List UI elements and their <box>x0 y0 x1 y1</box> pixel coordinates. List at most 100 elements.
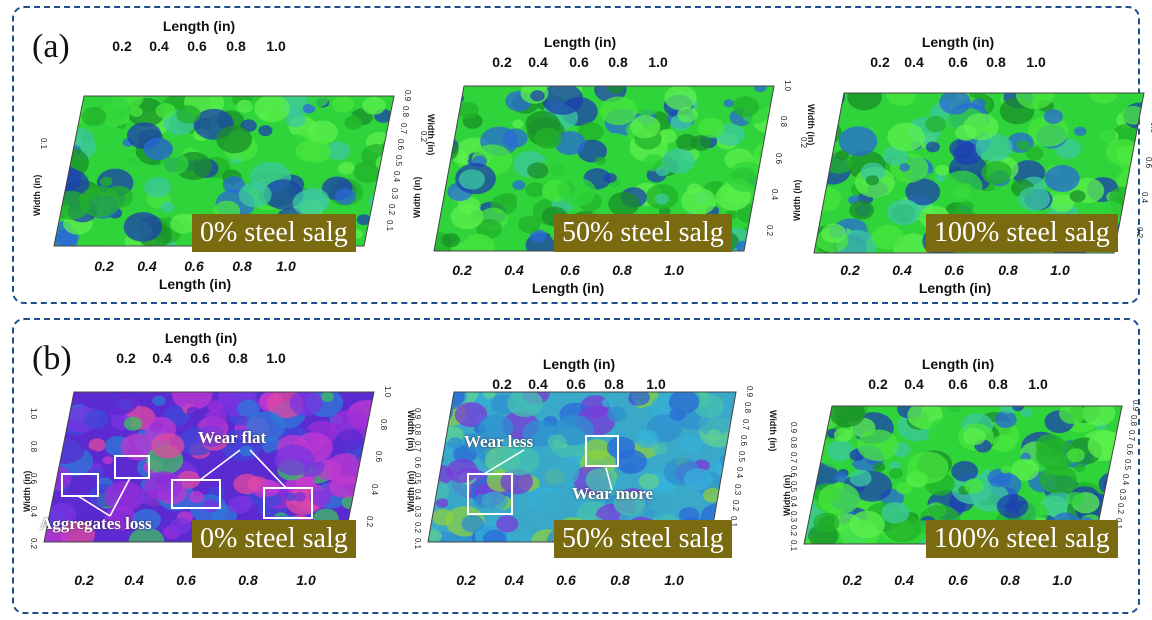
surface-texture <box>628 392 650 406</box>
surface-texture <box>236 99 254 113</box>
surface-texture <box>1043 109 1063 124</box>
top-tick-label: 0.6 <box>190 350 210 366</box>
right-width-tick: 0.7 <box>398 122 408 134</box>
surface-texture <box>246 411 286 442</box>
surface-texture <box>176 105 201 124</box>
surface-texture <box>1000 465 1011 474</box>
surface-texture <box>1069 190 1086 203</box>
surface-texture <box>964 478 985 494</box>
surface-texture <box>1021 408 1033 418</box>
surface-texture <box>186 406 201 418</box>
top-tick-label: 0.6 <box>566 376 586 392</box>
surface-texture <box>927 418 962 446</box>
surface-texture <box>813 512 840 533</box>
surface-texture <box>446 458 479 484</box>
surface-texture <box>652 443 668 455</box>
width-axis-title: Width (in) <box>792 179 802 221</box>
surface-texture <box>849 510 885 539</box>
surface-texture <box>128 527 165 542</box>
surface-texture <box>205 409 227 427</box>
surface-texture <box>941 170 983 203</box>
surface-texture <box>541 86 584 115</box>
bottom-tick-label: 0.6 <box>948 572 968 588</box>
surface-texture <box>630 115 661 139</box>
right-width-tick: 1.0 <box>783 80 792 92</box>
surface-texture <box>507 392 544 418</box>
surface-texture <box>120 154 141 170</box>
surface-texture <box>68 127 94 147</box>
surface-texture <box>481 491 508 512</box>
surface-texture <box>1016 140 1030 151</box>
right-width-tick: 0.5 <box>394 155 403 167</box>
surface-texture <box>188 491 205 504</box>
bottom-tick-label: 0.8 <box>612 262 632 278</box>
surface-texture <box>79 185 121 218</box>
annotation-overlay <box>61 435 619 519</box>
surface-texture <box>818 482 860 515</box>
surface-texture <box>899 163 911 172</box>
surface-texture <box>896 482 912 495</box>
top-axis-title: Length (in) <box>543 34 617 50</box>
annotation-leader <box>605 467 613 491</box>
bottom-tick-label: 0.6 <box>944 262 964 278</box>
surface-texture <box>289 392 323 416</box>
surface-texture <box>925 141 940 153</box>
surface-texture <box>512 119 524 129</box>
surface-texture <box>123 416 143 431</box>
top-tick-label: 1.0 <box>1028 376 1048 392</box>
panel-a: (a) Length (in) 0.2 0.4 0.6 0.8 1.0 0.2 0.4 0.6 0… <box>12 6 1152 304</box>
plot-frame <box>813 92 1145 254</box>
top-tick-label: 0.2 <box>112 38 132 54</box>
surface-texture <box>1074 126 1087 137</box>
left-width-tick: 0.1 <box>39 138 48 150</box>
surface-texture <box>236 495 253 509</box>
panel-label: (b) <box>32 340 72 377</box>
top-tick-label: 0.6 <box>948 376 968 392</box>
surface-texture <box>362 96 386 115</box>
surface-texture <box>54 96 74 119</box>
surface-texture <box>1039 464 1077 494</box>
surface-texture <box>887 122 925 152</box>
bottom-tick-label: 0.8 <box>238 572 258 588</box>
right-width-tick: 0.8 <box>1148 122 1152 134</box>
bottom-tick-label: 0.4 <box>504 572 524 588</box>
surface-texture <box>641 432 657 445</box>
surface-texture <box>857 429 899 462</box>
right-width-tick: 0.1 <box>385 220 394 232</box>
surface-texture <box>47 503 77 526</box>
steel-slag-badge: 100% steel salg <box>926 214 1118 252</box>
surface-texture <box>334 188 356 205</box>
steel-slag-badge: 50% steel salg <box>554 520 732 558</box>
surface-texture <box>152 395 166 406</box>
surface-texture <box>835 150 849 161</box>
wear-flat-label: Wear flat <box>198 428 267 447</box>
surface-texture <box>293 491 306 502</box>
surface-texture <box>335 429 364 451</box>
surface-texture <box>963 113 999 141</box>
surface-texture <box>821 223 847 244</box>
right-width-tick: 0.6 <box>1144 157 1152 169</box>
surface-texture <box>512 180 526 191</box>
surface-texture <box>436 91 452 104</box>
bottom-tick-label: 0.4 <box>504 262 524 278</box>
surface-texture <box>149 421 164 433</box>
surface-texture <box>144 176 172 198</box>
surface-texture <box>668 392 700 414</box>
top-axis-title: Length (in) <box>164 330 238 346</box>
surface-texture <box>599 96 638 126</box>
surface-texture <box>1074 463 1086 472</box>
surface-texture <box>655 166 669 177</box>
bottom-tick-label: 0.2 <box>842 572 862 588</box>
surface-texture <box>1020 452 1031 461</box>
surface-texture <box>482 529 507 542</box>
right-width-tick: 0.3 <box>389 187 399 199</box>
surface-texture <box>1066 491 1085 506</box>
right-width-tick: 0.4 <box>1139 192 1149 204</box>
surface-texture <box>1012 406 1024 412</box>
top-tick-label: 0.8 <box>608 54 628 70</box>
surface-texture <box>54 190 90 220</box>
surface-texture <box>78 227 108 246</box>
surface-texture <box>578 122 604 142</box>
bottom-tick-label: 0.6 <box>560 262 580 278</box>
surface-texture <box>54 103 78 123</box>
